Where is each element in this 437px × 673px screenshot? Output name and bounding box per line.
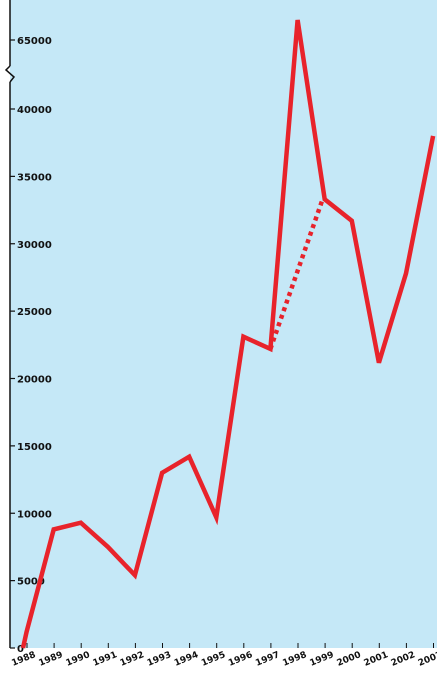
x-tick-label: 2001 <box>363 650 390 669</box>
axis-break-icon <box>4 65 16 83</box>
x-tick-label: 1990 <box>65 650 92 669</box>
x-tick-label: 2003 <box>417 650 437 669</box>
x-tick-label: 1997 <box>254 650 281 669</box>
x-tick-label: 1995 <box>200 650 227 669</box>
y-tick-label: 35000 <box>17 172 52 183</box>
y-ticks: 0 5000 10000 15000 20000 25000 30000 35000 40000… <box>10 36 52 655</box>
y-tick-label: 65000 <box>17 36 52 47</box>
y-tick-label: 30000 <box>17 240 52 251</box>
y-tick-label: 0 <box>17 644 24 655</box>
plot-background <box>10 0 437 648</box>
x-tick-label: 1999 <box>308 650 335 669</box>
y-tick-label: 20000 <box>17 375 52 386</box>
x-tick-label: 1991 <box>92 650 119 669</box>
x-tick-label: 2002 <box>390 650 417 669</box>
x-tick-label: 2000 <box>336 650 363 669</box>
y-tick-label: 5000 <box>17 577 45 588</box>
y-tick-label: 25000 <box>17 307 52 318</box>
x-tick-label: 1996 <box>227 650 254 669</box>
y-tick-label: 10000 <box>17 509 52 520</box>
y-tick-label: 15000 <box>17 442 52 453</box>
x-tick-label: 1994 <box>173 650 200 669</box>
x-tick-label: 1989 <box>37 650 64 669</box>
series <box>20 19 436 649</box>
series-line <box>20 19 436 649</box>
estimated-segment-line <box>268 198 325 350</box>
x-tick-label: 1998 <box>281 650 308 669</box>
x-tick-label: 1992 <box>119 650 146 669</box>
y-tick-label: 40000 <box>17 105 52 116</box>
x-tick-label: 1993 <box>146 650 173 669</box>
